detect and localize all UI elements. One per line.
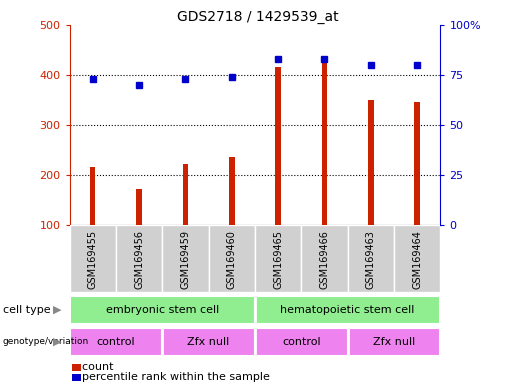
- Text: GSM169463: GSM169463: [366, 230, 376, 289]
- Text: percentile rank within the sample: percentile rank within the sample: [75, 372, 269, 382]
- Text: hematopoietic stem cell: hematopoietic stem cell: [281, 305, 415, 315]
- Bar: [276, 68, 281, 225]
- Bar: [255, 225, 301, 292]
- Bar: [348, 328, 440, 356]
- Text: control: control: [97, 337, 135, 347]
- Text: GSM169464: GSM169464: [412, 230, 422, 289]
- Text: GSM169460: GSM169460: [227, 230, 237, 289]
- Bar: [183, 164, 188, 225]
- Text: count: count: [75, 362, 113, 372]
- Text: GSM169456: GSM169456: [134, 230, 144, 289]
- Bar: [229, 157, 234, 225]
- Text: ▶: ▶: [54, 337, 62, 347]
- Bar: [301, 225, 348, 292]
- Bar: [255, 328, 348, 356]
- Text: GSM169466: GSM169466: [319, 230, 330, 289]
- Text: Zfx null: Zfx null: [187, 337, 230, 347]
- Bar: [70, 328, 162, 356]
- Text: control: control: [282, 337, 320, 347]
- Bar: [368, 100, 373, 225]
- Bar: [136, 189, 142, 225]
- Text: GSM169459: GSM169459: [180, 230, 191, 289]
- Text: GDS2718 / 1429539_at: GDS2718 / 1429539_at: [177, 10, 338, 23]
- Text: GSM169455: GSM169455: [88, 230, 98, 289]
- Bar: [90, 167, 95, 225]
- Text: Zfx null: Zfx null: [373, 337, 415, 347]
- Bar: [70, 296, 255, 324]
- Bar: [70, 225, 116, 292]
- Bar: [116, 225, 162, 292]
- Bar: [394, 225, 440, 292]
- Text: genotype/variation: genotype/variation: [3, 338, 89, 346]
- Bar: [209, 225, 255, 292]
- Bar: [322, 63, 327, 225]
- Bar: [415, 103, 420, 225]
- Bar: [162, 328, 255, 356]
- Bar: [255, 296, 440, 324]
- Text: cell type: cell type: [3, 305, 50, 315]
- Text: ▶: ▶: [54, 305, 62, 315]
- Bar: [162, 225, 209, 292]
- Text: embryonic stem cell: embryonic stem cell: [106, 305, 219, 315]
- Bar: [348, 225, 394, 292]
- Text: GSM169465: GSM169465: [273, 230, 283, 289]
